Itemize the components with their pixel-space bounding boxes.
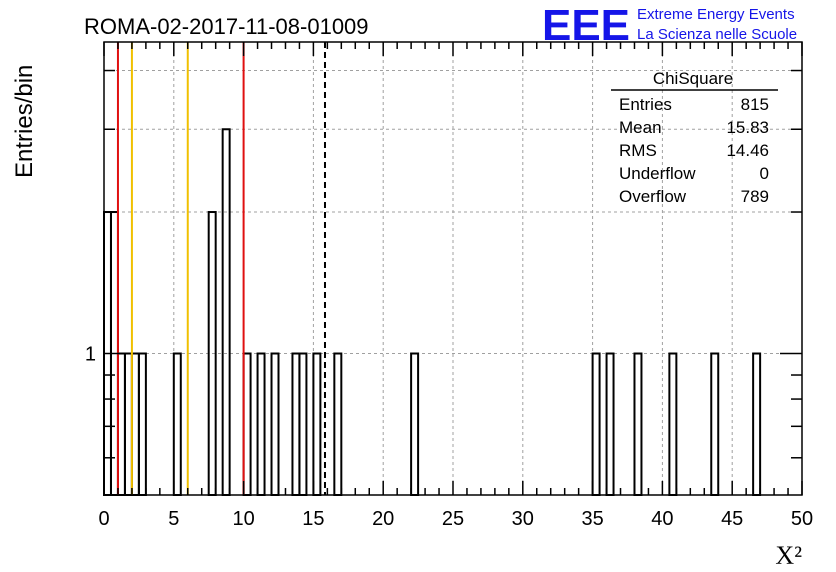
histogram-bar (668, 352, 678, 496)
x-tick-label: 40 (651, 508, 673, 530)
histogram-bar (172, 352, 182, 496)
x-axis-label: Χ² (775, 541, 802, 570)
stats-row-value: 15.83 (726, 118, 769, 137)
axes: 0 5 10 15 20 25 30 35 40 45 50 1 (85, 41, 813, 530)
stats-row-value: 815 (741, 95, 769, 114)
y-axis-label: Entries/bin (11, 65, 38, 178)
x-tick-label: 35 (581, 508, 603, 530)
histogram-bar (633, 352, 643, 496)
x-tick-label: 10 (232, 508, 254, 530)
histogram-bar (291, 352, 301, 496)
x-tick-label: 5 (168, 508, 179, 530)
stats-row-value: 14.46 (726, 141, 769, 160)
stats-rows: Entries 815 Mean 15.83 RMS 14.46 Underflow 0 Ove… (619, 95, 769, 206)
histogram-bar (130, 352, 140, 496)
histogram-bar (256, 352, 266, 496)
histogram-bar (270, 352, 280, 496)
histogram-bar (242, 352, 252, 496)
reference-lines (116, 42, 326, 495)
stats-row-label: Mean (619, 118, 662, 137)
eee-logo: EEE Extreme Energy Events La Scienza nel… (542, 1, 797, 50)
stats-row-label: Underflow (619, 164, 696, 183)
histogram-bars (103, 128, 762, 497)
logo-line-1: Extreme Energy Events (637, 6, 795, 23)
histogram-bar (137, 352, 147, 496)
histogram-bar (410, 352, 420, 496)
chart-title: ROMA-02-2017-11-08-01009 (84, 14, 369, 39)
stats-box: ChiSquare Entries 815 Mean 15.83 RMS 14.46 Und… (611, 69, 778, 206)
stats-row-value: 789 (741, 187, 769, 206)
histogram-bar (333, 352, 343, 496)
x-tick-label: 15 (302, 508, 324, 530)
histogram-bar (710, 352, 720, 496)
x-tick-label: 45 (721, 508, 743, 530)
histogram-bar (298, 352, 308, 496)
logo-line-2: La Scienza nelle Scuole (637, 26, 797, 43)
histogram-bar (752, 352, 762, 496)
x-tick-label: 0 (98, 508, 109, 530)
histogram-bar (221, 128, 231, 496)
histogram-bar (312, 352, 322, 496)
x-tick-label: 50 (791, 508, 813, 530)
x-tick-label: 25 (442, 508, 464, 530)
x-tick-label: 30 (512, 508, 534, 530)
stats-row-label: RMS (619, 141, 657, 160)
histogram-bar (116, 352, 126, 496)
stats-row-label: Overflow (619, 187, 687, 206)
histogram-bar (123, 352, 133, 496)
histogram-bar (591, 352, 601, 496)
stats-box-name: ChiSquare (653, 69, 733, 88)
stats-row-label: Entries (619, 95, 672, 114)
grid-lines (104, 42, 802, 495)
y-tick-label: 1 (85, 344, 96, 366)
histogram-bar (605, 352, 615, 496)
stats-row-value: 0 (760, 164, 769, 183)
x-tick-label: 20 (372, 508, 394, 530)
